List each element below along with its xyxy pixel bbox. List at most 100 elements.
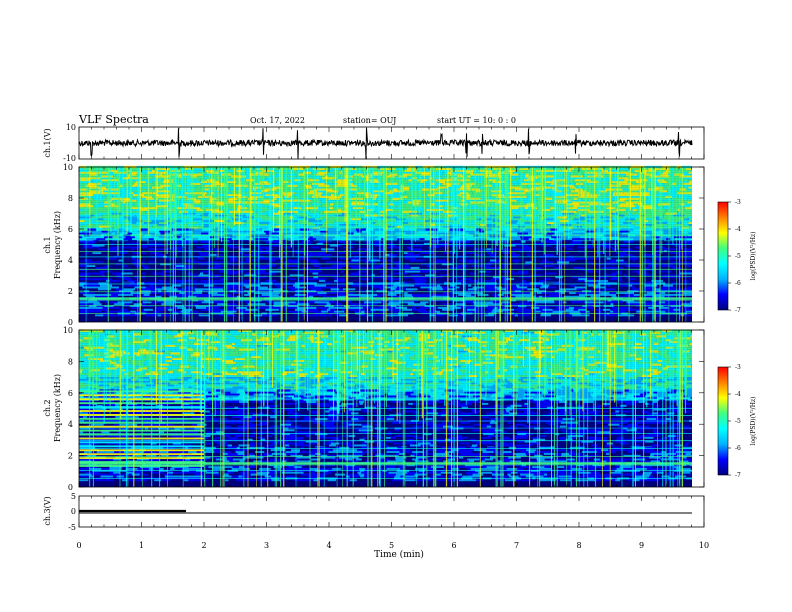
spectrogram-cell [438,240,448,243]
spectrogram-cell [183,219,194,223]
spectrogram-cell [625,203,634,206]
spectrogram-cell [129,219,143,223]
spectrogram-cell [247,225,260,228]
spectrogram-cell [660,173,665,176]
spectrogram-cell [430,173,443,176]
spectrogram-cell [116,186,125,189]
spectrogram-cell [90,186,94,189]
spectrogram-cell [139,208,149,211]
spectrogram-cell [79,212,92,215]
spectrogram-cell [146,203,154,206]
spectrogram-cell [569,191,579,195]
spectrogram-cell [197,240,201,243]
spectrogram-cell [621,176,629,180]
spectrogram-cell [101,176,113,180]
spectrogram-cell [662,175,669,178]
spectrogram-cell [239,188,245,191]
spectrogram-cell [614,214,619,217]
spectrogram-cell [320,199,331,202]
spectrogram-cell [369,184,380,187]
spectrogram-cell [213,225,219,228]
spectrogram-cell [687,201,691,204]
spectrogram-cell [297,216,308,219]
spectrogram-cell [285,225,292,228]
spectrogram-cell [509,203,514,206]
spectrogram-cell [264,188,274,191]
spectrogram-cell [669,206,675,210]
spectrogram-cell [396,214,400,217]
spectrogram-cell [90,240,95,243]
spectrogram-cell [469,178,473,182]
spectrogram-cell [371,191,380,195]
spectrogram-cell [644,219,648,223]
spectrogram-cell [296,175,307,178]
spectrogram-cell [688,217,692,221]
spectrogram-cell [659,216,664,219]
spectrogram-cell [394,175,399,178]
spectrogram-cell [318,225,327,228]
spectrogram-cell [366,195,378,198]
spectrogram-cell [653,227,660,230]
spectrogram-cell [446,227,459,230]
spectrogram-cell [181,184,187,187]
spectrogram-cell [282,191,295,195]
spectrogram-cell [149,191,153,195]
spectrogram-cell [387,210,391,213]
spectrogram-cell [296,186,306,189]
spectrogram-cell [623,204,636,208]
spectrogram-cell [427,195,432,198]
spectrogram-cell [527,184,539,187]
spectrogram-cell [477,212,484,215]
spectrogram-cell [628,195,639,198]
spectrogram-cell [351,201,365,204]
spectrogram-cell [107,199,113,202]
spectrogram-cell [143,189,147,193]
spectrogram-cell [289,188,301,191]
spectrogram-cell [417,176,429,180]
spectrogram-cell [160,219,166,223]
spectrogram-cell [304,201,315,204]
spectrogram-cell [206,191,211,195]
spectrogram-cell [443,225,454,228]
spectrogram-cell [400,195,408,198]
spectrogram-cell [413,197,422,200]
spectrogram-cell [341,195,348,198]
spectrogram-cell [537,206,551,210]
spectrogram-cell [129,227,142,230]
spectrogram-cell [230,189,243,193]
spectrogram-cell [317,208,330,211]
spectrogram-cell [227,227,237,230]
spectrogram-cell [615,175,625,178]
spectrogram-cell [482,228,493,231]
spectrogram-cell [391,214,397,217]
spectrogram-cell [544,197,552,200]
spectrogram-cell [464,182,475,185]
spectrogram-cell [671,178,682,182]
spectrogram-cell [574,188,579,191]
spectrogram-cell [151,195,158,198]
spectrogram-cell [193,219,203,223]
spectrogram-cell [186,197,197,200]
spectrogram-cell [462,216,475,219]
spectrogram-cell [390,219,396,223]
spectrogram-cell [435,206,448,210]
spectrogram-cell [491,184,503,187]
spectrogram-cell [110,225,122,228]
spectrogram-cell [571,214,576,217]
spectrogram-cell [96,182,102,185]
spectrogram-cell [405,208,414,211]
spectrogram-cell [570,173,584,176]
spectrogram-cell [346,178,353,182]
spectrogram-cell [162,173,169,176]
spectrogram-cell [434,182,439,185]
spectrogram-cell [250,176,263,180]
spectrogram-cell [547,184,555,187]
spectrogram-cell [236,227,244,230]
spectrogram-cell [682,221,689,224]
spectrogram-cell [101,175,114,178]
spectrogram-cell [436,186,448,189]
spectrogram-cell [438,210,444,213]
spectrogram-cell [261,189,269,193]
spectrogram-cell [654,173,661,176]
spectrogram-cell [648,219,659,223]
